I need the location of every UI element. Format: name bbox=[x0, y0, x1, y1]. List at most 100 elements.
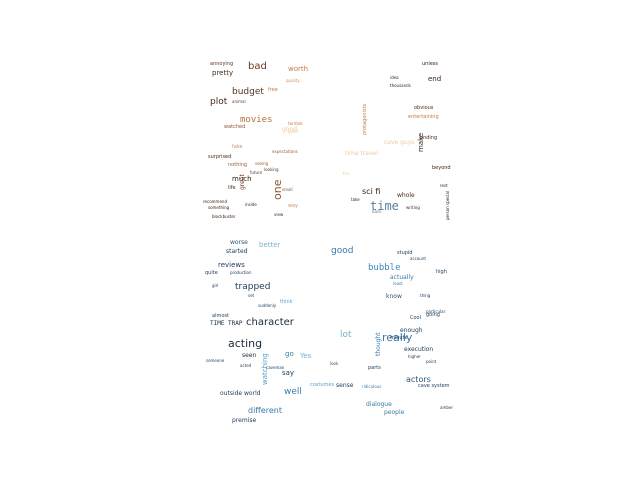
upper-word-10: watched bbox=[224, 124, 246, 130]
upper-word-50: looking bbox=[264, 167, 279, 172]
lower-word-8: actually bbox=[390, 274, 414, 281]
lower-word-37: well bbox=[284, 387, 302, 397]
upper-word-32: idea bbox=[390, 75, 399, 80]
upper-word-42: take bbox=[351, 197, 360, 202]
upper-word-9: movies bbox=[240, 115, 273, 125]
lower-word-53: look bbox=[330, 361, 339, 366]
upper-word-47: good bbox=[288, 129, 298, 134]
lower-word-27: execution bbox=[404, 346, 434, 353]
upper-word-12: fake bbox=[232, 144, 243, 150]
upper-word-22: time bbox=[370, 199, 399, 213]
lower-word-17: almost bbox=[212, 313, 229, 319]
upper-word-52: inside bbox=[245, 202, 257, 207]
upper-word-31: unless bbox=[422, 61, 439, 67]
upper-word-14: surprised bbox=[208, 154, 232, 160]
lower-word-12: high bbox=[436, 269, 447, 275]
lower-word-10: account bbox=[410, 256, 426, 261]
upper-word-15: much bbox=[232, 175, 252, 183]
upper-word-45: special bbox=[445, 191, 450, 205]
lower-word-25: thought bbox=[375, 332, 382, 356]
lower-word-51: acted bbox=[240, 363, 252, 368]
upper-word-25: writing bbox=[406, 205, 420, 210]
lower-word-48: suddenly bbox=[258, 303, 277, 308]
upper-word-33: thousands bbox=[390, 83, 411, 88]
upper-word-48: fun bbox=[343, 171, 350, 176]
lower-word-38: outside world bbox=[220, 390, 261, 397]
upper-word-21: blockbuster bbox=[212, 214, 236, 219]
upper-word-7: plot bbox=[210, 97, 228, 107]
lower-word-47: girl bbox=[212, 283, 219, 288]
lower-word-56: higher bbox=[408, 354, 421, 359]
lower-word-22: Cool bbox=[410, 315, 421, 321]
lower-word-30: Yes bbox=[300, 352, 312, 360]
upper-word-4: quality bbox=[286, 78, 300, 83]
upper-word-46: rest bbox=[440, 183, 448, 188]
upper-word-8: animal bbox=[232, 99, 246, 104]
upper-word-18: recommend bbox=[203, 199, 227, 204]
lower-word-40: dialogue bbox=[366, 401, 392, 408]
upper-word-34: obvious bbox=[414, 105, 434, 111]
lower-word-33: parts bbox=[368, 365, 381, 371]
upper-word-11: good bbox=[282, 126, 297, 133]
lower-word-36: point bbox=[426, 359, 437, 364]
upper-word-30: end bbox=[428, 75, 442, 83]
upper-word-17: life bbox=[228, 185, 236, 191]
upper-word-41: small bbox=[282, 187, 293, 192]
upper-word-26: time travel bbox=[345, 150, 378, 157]
lower-word-34: actors bbox=[406, 375, 431, 384]
upper-word-43: back bbox=[372, 209, 382, 214]
lower-word-9: stupid bbox=[397, 250, 413, 256]
lower-word-1: better bbox=[259, 241, 281, 249]
lower-word-52: caveman bbox=[266, 365, 285, 370]
lower-word-28: seen bbox=[242, 352, 257, 359]
lower-word-14: thing bbox=[420, 293, 431, 298]
lower-word-45: amber bbox=[440, 405, 453, 410]
upper-word-23: sci fi bbox=[362, 187, 381, 196]
upper-word-51: future bbox=[250, 170, 263, 175]
lower-word-15: think bbox=[280, 299, 293, 305]
lower-word-35: cave system bbox=[418, 383, 450, 389]
upper-word-13: nothing bbox=[228, 162, 248, 168]
upper-word-35: entertaining bbox=[408, 114, 439, 120]
upper-word-38: expectations bbox=[272, 149, 298, 154]
lower-word-2: worse bbox=[230, 239, 248, 246]
upper-word-44: person bbox=[445, 206, 450, 220]
lower-word-44: premise bbox=[232, 417, 257, 424]
lower-word-6: trapped bbox=[235, 282, 271, 292]
lower-word-7: bubble bbox=[368, 263, 401, 273]
upper-word-49: seeing bbox=[255, 161, 269, 166]
lower-word-39: sense bbox=[336, 382, 354, 389]
lower-word-32: say bbox=[282, 369, 295, 377]
upper-word-19: something bbox=[208, 205, 230, 210]
upper-word-1: worth bbox=[288, 65, 309, 73]
lower-word-54: ridiculous bbox=[362, 384, 382, 389]
lower-word-29: go bbox=[285, 350, 294, 358]
lower-word-50: someone bbox=[206, 358, 225, 363]
lower-word-18: character bbox=[246, 317, 294, 328]
lower-word-13: know bbox=[386, 293, 402, 300]
upper-word-37: beyond bbox=[432, 165, 451, 171]
upper-word-0: bad bbox=[248, 61, 267, 72]
lower-word-19: really bbox=[382, 331, 413, 344]
upper-word-5: free bbox=[268, 87, 278, 93]
lower-word-20: lot bbox=[340, 330, 352, 340]
lower-word-23: going bbox=[426, 312, 440, 318]
upper-word-36: ending bbox=[420, 135, 438, 141]
upper-word-6: budget bbox=[232, 87, 264, 97]
upper-word-28: cave guys bbox=[384, 139, 415, 146]
upper-word-53: view bbox=[274, 212, 284, 217]
upper-word-2: annoying bbox=[210, 61, 234, 67]
lower-word-5: quite bbox=[205, 270, 218, 276]
upper-word-24: whole bbox=[397, 192, 415, 199]
upper-word-3: pretty bbox=[212, 69, 234, 77]
lower-word-24: acting bbox=[228, 337, 263, 350]
upper-word-16: great bbox=[239, 174, 246, 190]
lower-word-26: minute bbox=[390, 335, 408, 341]
upper-word-29: protagonists bbox=[362, 103, 368, 135]
lower-word-43: people bbox=[384, 409, 405, 416]
lower-word-55: particular bbox=[426, 309, 446, 314]
lower-word-4: reviews bbox=[218, 261, 245, 269]
lower-word-16: TIME TRAP bbox=[210, 320, 243, 327]
lower-word-11: least bbox=[393, 281, 403, 286]
